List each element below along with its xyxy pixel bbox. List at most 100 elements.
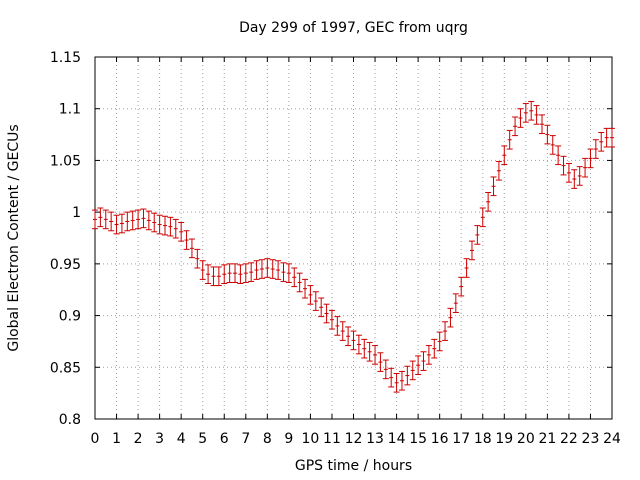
data-point <box>210 266 217 287</box>
x-tick-label: 2 <box>134 431 143 447</box>
data-point <box>544 124 551 145</box>
data-point <box>334 316 341 336</box>
data-point <box>291 267 298 288</box>
x-tick-label: 1 <box>112 431 121 447</box>
data-point <box>205 264 212 285</box>
data-point <box>264 258 271 278</box>
data-point <box>135 209 142 230</box>
data-point <box>420 351 427 371</box>
x-tick-label: 0 <box>91 431 100 447</box>
data-point <box>582 157 589 178</box>
data-point <box>576 166 583 186</box>
data-point <box>102 209 109 230</box>
y-tick-label: 1.05 <box>50 153 81 169</box>
chart-title: Day 299 of 1997, GEC from uqrg <box>239 20 468 36</box>
data-point <box>598 132 605 152</box>
tick-marks <box>94 56 613 420</box>
data-point <box>431 338 438 359</box>
data-point <box>538 114 545 135</box>
data-point <box>501 145 508 166</box>
data-point <box>388 367 395 388</box>
data-point <box>140 208 147 229</box>
data-point <box>528 100 535 121</box>
data-point <box>485 191 492 212</box>
data-point <box>415 355 422 376</box>
data-point <box>302 278 309 299</box>
data-point <box>603 127 610 148</box>
data-point <box>108 211 115 232</box>
y-tick-label: 1 <box>72 205 81 221</box>
data-point <box>592 139 599 159</box>
data-point <box>178 221 185 242</box>
data-point <box>474 225 481 245</box>
data-point <box>549 135 556 155</box>
x-tick-label: 9 <box>284 431 293 447</box>
data-point <box>253 260 260 280</box>
x-tick-label: 13 <box>366 431 384 447</box>
data-point <box>458 276 465 297</box>
data-point <box>393 372 400 393</box>
data-point <box>269 259 276 279</box>
x-tick-label: 3 <box>155 431 164 447</box>
data-point <box>232 263 239 283</box>
data-point <box>215 266 222 287</box>
data-point <box>113 214 120 235</box>
data-point <box>560 155 567 176</box>
x-tick-label: 21 <box>538 431 556 447</box>
grid <box>95 57 612 419</box>
data-point <box>361 338 368 359</box>
data-point <box>312 291 319 311</box>
y-tick-label: 1.15 <box>50 50 81 66</box>
data-point <box>199 260 206 280</box>
data-point <box>490 176 497 197</box>
data-point <box>162 215 169 236</box>
data-point <box>512 116 519 137</box>
x-tick-label: 12 <box>345 431 363 447</box>
data-point <box>495 160 502 181</box>
data-point <box>350 330 357 351</box>
data-point <box>436 331 443 352</box>
data-point <box>172 218 179 239</box>
data-point <box>609 127 615 148</box>
data-point <box>382 359 389 380</box>
data-point <box>248 262 255 282</box>
data-point <box>188 238 195 259</box>
data-point <box>129 210 136 231</box>
data-point <box>409 360 416 381</box>
y-tick-label: 0.85 <box>50 360 81 376</box>
y-axis-label: Global Electron Content / GECUs <box>6 124 22 351</box>
data-point <box>398 370 405 391</box>
x-axis-label: GPS time / hours <box>295 458 412 474</box>
data-point <box>377 352 384 372</box>
x-tick-label: 15 <box>409 431 427 447</box>
data-point <box>345 326 352 347</box>
x-tick-label: 4 <box>177 431 186 447</box>
data-point <box>479 207 486 228</box>
data-point <box>242 263 249 283</box>
data-point <box>463 258 470 278</box>
data-point <box>92 209 98 230</box>
y-tick-label: 1.1 <box>59 102 81 118</box>
x-tick-label: 24 <box>603 431 621 447</box>
data-point <box>221 264 228 285</box>
data-point <box>468 240 475 261</box>
data-point <box>285 263 292 283</box>
data-point <box>506 129 513 150</box>
data-point <box>517 108 524 128</box>
data-point <box>587 148 594 169</box>
data-point <box>328 309 335 330</box>
data-point <box>339 321 346 341</box>
data-point <box>571 169 578 189</box>
data-point <box>442 321 449 341</box>
y-tick-label: 0.95 <box>50 257 81 273</box>
data-point <box>323 303 330 324</box>
data-point <box>275 260 282 280</box>
x-tick-label: 19 <box>495 431 513 447</box>
data-point <box>355 334 362 355</box>
data-point <box>258 259 265 279</box>
x-tick-labels: 0 1 2 3 4 5 6 7 8 9 10 11 12 13 14 15 16 17 18 19 20 21 22 23 24 <box>91 431 621 447</box>
data-point <box>194 248 201 269</box>
x-tick-label: 11 <box>323 431 341 447</box>
data-points <box>92 100 615 393</box>
